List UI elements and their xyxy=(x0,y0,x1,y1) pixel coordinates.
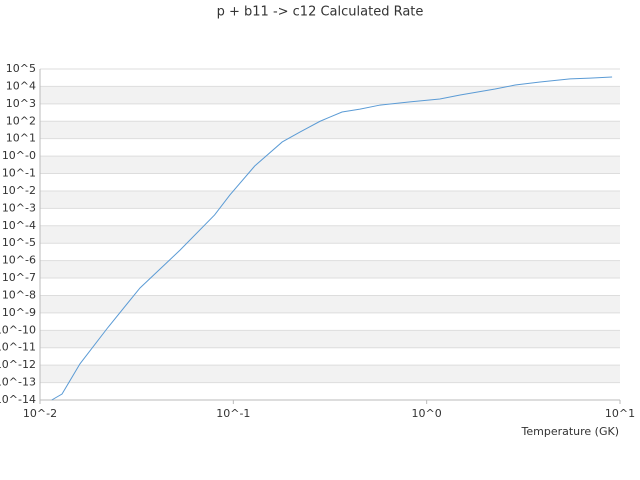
grid-band xyxy=(40,190,620,209)
y-tick-label: 10^-12 xyxy=(0,358,36,371)
grid: 10^-14 10^-13 10^-12 10^-11 10^-10 10^-9 10^-8… xyxy=(0,62,635,420)
y-tick-label: 10^3 xyxy=(6,97,36,110)
y-tick-label: 10^-5 xyxy=(2,236,36,249)
grid-band xyxy=(40,295,620,313)
y-tick-label: 10^-8 xyxy=(2,288,36,301)
x-tick-label: 10^1 xyxy=(605,407,635,420)
y-tick-label: 10^1 xyxy=(6,132,36,145)
x-tick-label: 10^-2 xyxy=(23,407,57,420)
y-tick-label: 10^-1 xyxy=(2,167,36,180)
y-tick-label: 10^-0 xyxy=(2,149,36,162)
grid-band xyxy=(40,86,620,104)
y-tick-label: 10^-6 xyxy=(2,254,36,267)
plot xyxy=(51,76,613,401)
x-axis-label: Temperature (GK) xyxy=(521,425,620,438)
y-tick-label: 10^4 xyxy=(6,79,36,92)
y-tick-label: 10^-9 xyxy=(2,306,36,319)
y-tick-label: 10^-11 xyxy=(0,341,36,354)
grid-band xyxy=(40,330,620,348)
x-tick-label: 10^0 xyxy=(412,407,442,420)
y-tick-label: 10^-14 xyxy=(0,393,36,406)
grid-band xyxy=(40,225,620,244)
grid-band xyxy=(40,365,620,383)
y-tick-label: 10^-4 xyxy=(2,219,36,232)
y-tick-label: 10^-7 xyxy=(2,271,36,284)
chart-title: p + b11 -> c12 Calculated Rate xyxy=(217,5,424,20)
x-tick-label: 10^-1 xyxy=(216,407,250,420)
data-line xyxy=(51,76,613,401)
y-tick-label: 10^5 xyxy=(6,62,36,75)
y-tick-label: 10^-3 xyxy=(2,201,36,214)
plot-background xyxy=(40,86,620,383)
y-tick-label: 10^2 xyxy=(6,114,36,127)
y-tick-label: 10^-2 xyxy=(2,184,36,197)
grid-band xyxy=(40,156,620,174)
grid-band xyxy=(40,121,620,139)
grid-band xyxy=(40,260,620,279)
y-tick-label: 10^-10 xyxy=(0,323,36,336)
y-tick-label: 10^-13 xyxy=(0,376,36,389)
